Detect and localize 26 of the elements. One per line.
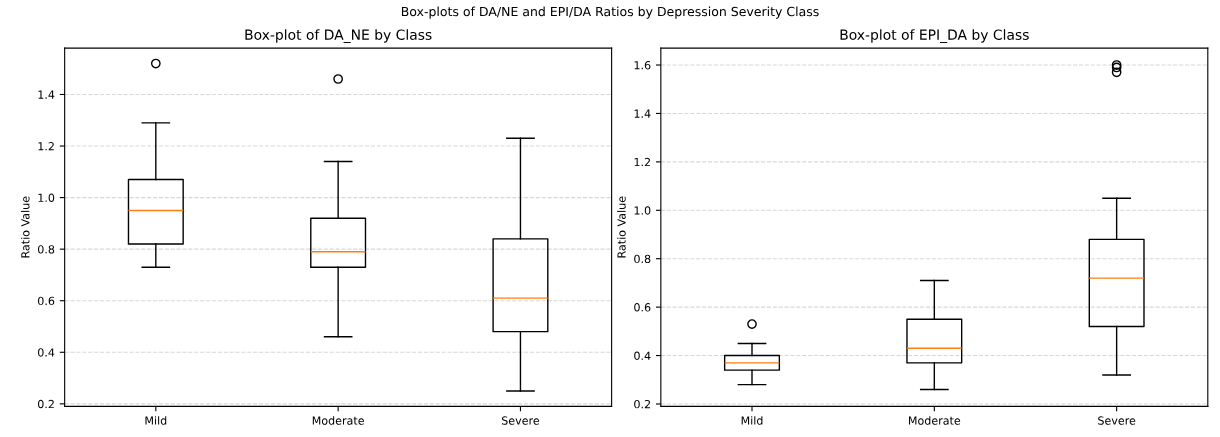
x-tick-label: Moderate <box>908 416 961 425</box>
y-tick-label: 0.2 <box>38 399 54 409</box>
text: Box-plots of DA/NE and EPI/DA Ratios by Depression Severity Class <box>401 6 819 19</box>
y-tick-label: 0.2 <box>634 399 651 409</box>
y-tick-label: 1.0 <box>38 193 55 202</box>
x-tick-label: Severe <box>501 416 540 425</box>
y-tick-label: 1.4 <box>634 109 651 118</box>
y-tick-label: 0.8 <box>38 245 55 254</box>
y-axis-title: Ratio Value <box>617 196 626 258</box>
y-tick-label: 1.2 <box>38 142 54 151</box>
y-tick-label: 1.6 <box>634 60 651 70</box>
y-tick-label: 0.6 <box>634 303 651 312</box>
y-tick-label: 0.4 <box>38 348 55 357</box>
x-tick-label: Mild <box>145 416 167 425</box>
y-axis-title: Ratio Value <box>20 196 30 258</box>
y-tick-label: 1.0 <box>634 206 651 215</box>
x-tick-label: Mild <box>741 416 763 425</box>
y-tick-label: 1.2 <box>634 157 651 167</box>
x-tick-label: Severe <box>1098 416 1136 425</box>
y-tick-label: 1.4 <box>38 90 55 99</box>
y-tick-label: 0.6 <box>38 296 55 306</box>
y-tick-label: 0.8 <box>634 254 651 264</box>
x-tick-label: Moderate <box>312 416 364 425</box>
y-tick-label: 0.4 <box>634 351 651 360</box>
chart-title: Box-plot of EPI_DA by Class <box>840 29 1029 44</box>
chart-title: Box-plot of DA_NE by Class <box>245 29 432 44</box>
